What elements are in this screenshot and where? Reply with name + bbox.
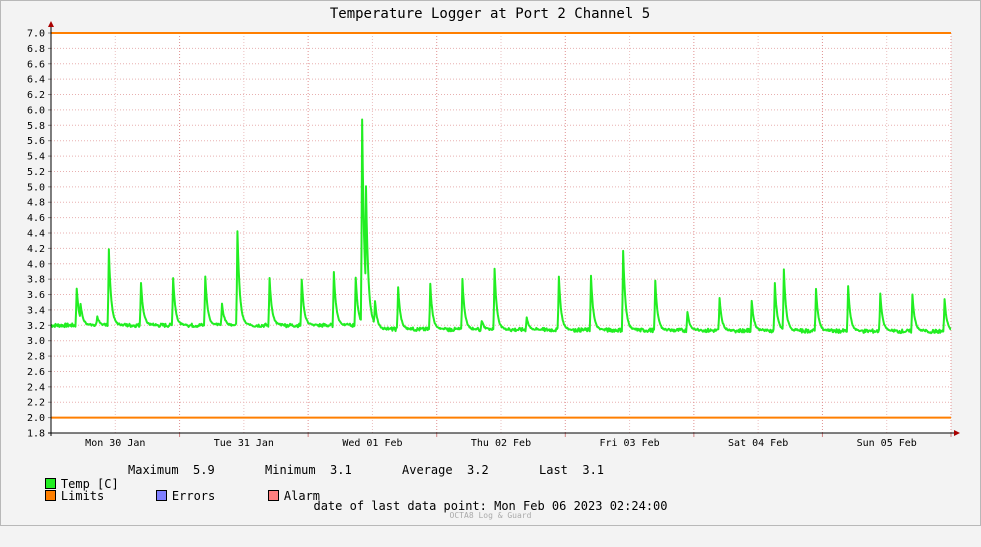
last-point-label: date of last data point:	[313, 499, 487, 513]
errors-swatch-icon	[155, 490, 167, 501]
last-point-value: Mon Feb 06 2023 02:24:00	[494, 499, 668, 513]
x-tick-label: Wed 01 Feb	[342, 438, 402, 449]
legend-last: Last 3.1	[539, 463, 604, 477]
legend-row-keys: Limits Errors Alarm	[16, 475, 320, 503]
x-tick-label: Mon 30 Jan	[85, 438, 145, 449]
x-tick-label: Thu 02 Feb	[471, 438, 531, 449]
chart-title: Temperature Logger at Port 2 Channel 5	[330, 6, 650, 22]
avg-value: 3.2	[467, 463, 489, 477]
y-tick-label: 6.6	[27, 59, 45, 70]
y-tick-label: 3.4	[27, 305, 45, 316]
last-label: Last	[539, 463, 568, 477]
limits-swatch-icon	[44, 490, 56, 501]
y-tick-label: 5.8	[27, 121, 45, 132]
last-data-point: date of last data point: Mon Feb 06 2023…	[0, 499, 981, 513]
legend-temp-label: Temp [C]	[60, 477, 119, 491]
credit-text: OCTA8 Log & Guard	[449, 511, 532, 520]
y-tick-label: 4.4	[27, 229, 45, 240]
y-tick-label: 6.0	[27, 105, 45, 116]
y-tick-label: 5.2	[27, 167, 45, 178]
y-axis-labels: 7.0 6.8 6.6 6.4 6.2 6.0 5.8 5.6 5.4 5.2 5.0 4.8 4.6 4…	[27, 29, 45, 440]
alarm-swatch-icon	[267, 490, 279, 501]
y-axis-arrow-icon	[48, 21, 54, 27]
legend-errors: Errors	[127, 475, 215, 517]
limit-lines	[51, 32, 951, 419]
y-tick-label: 6.2	[27, 90, 45, 101]
y-tick-label: 4.8	[27, 198, 45, 209]
y-tick-label: 2.2	[27, 398, 45, 409]
avg-label: Average	[402, 463, 453, 477]
x-tick-label: Sat 04 Feb	[728, 438, 788, 449]
x-axis-labels: Mon 30 Jan Tue 31 Jan Wed 01 Feb Thu 02 Feb…	[85, 438, 917, 449]
legend-alarm: Alarm	[239, 475, 320, 517]
y-tick-label: 5.0	[27, 182, 45, 193]
legend-row-stats: Temp [C] Maximum 5.9 Minimum 3.1 Average…	[16, 463, 604, 491]
max-value: 5.9	[193, 463, 215, 477]
min-value: 3.1	[330, 463, 352, 477]
x-tick-label: Fri 03 Feb	[599, 438, 659, 449]
x-tick-label: Sun 05 Feb	[857, 438, 917, 449]
legend-average: Average 3.2	[402, 463, 489, 477]
y-tick-label: 6.8	[27, 44, 45, 55]
y-tick-label: 2.4	[27, 382, 45, 393]
temp-series-line	[50, 118, 952, 335]
y-tick-label: 2.8	[27, 352, 45, 363]
x-axis-arrow-icon	[954, 430, 960, 436]
axes	[48, 21, 960, 437]
y-tick-label: 5.6	[27, 136, 45, 147]
last-value: 3.1	[582, 463, 605, 477]
y-tick-label: 3.6	[27, 290, 45, 301]
legend-maximum: Maximum 5.9	[128, 463, 215, 477]
y-tick-label: 1.8	[27, 429, 45, 440]
max-label: Maximum	[128, 463, 179, 477]
y-tick-label: 2.6	[27, 367, 45, 378]
temp-swatch-icon	[44, 478, 56, 489]
temperature-chart: Temperature Logger at Port 2 Channel 5 7…	[27, 6, 960, 449]
y-tick-label: 3.0	[27, 336, 45, 347]
y-tick-label: 2.0	[27, 413, 45, 424]
y-tick-label: 3.2	[27, 321, 45, 332]
y-tick-label: 4.6	[27, 213, 45, 224]
y-tick-label: 7.0	[27, 29, 45, 40]
legend-alarm-label: Alarm	[283, 489, 321, 503]
legend-errors-label: Errors	[171, 489, 216, 503]
y-tick-label: 3.8	[27, 275, 45, 286]
legend-minimum: Minimum 3.1	[265, 463, 352, 477]
legend-limits: Limits	[16, 475, 104, 517]
y-tick-label: 4.2	[27, 244, 45, 255]
legend-limits-label: Limits	[60, 489, 105, 503]
y-tick-label: 6.4	[27, 75, 45, 86]
min-label: Minimum	[265, 463, 316, 477]
legend-temp: Temp [C]	[16, 463, 119, 505]
x-tick-label: Tue 31 Jan	[214, 438, 274, 449]
y-tick-label: 4.0	[27, 259, 45, 270]
y-tick-label: 5.4	[27, 152, 45, 163]
series-layer	[50, 118, 952, 335]
